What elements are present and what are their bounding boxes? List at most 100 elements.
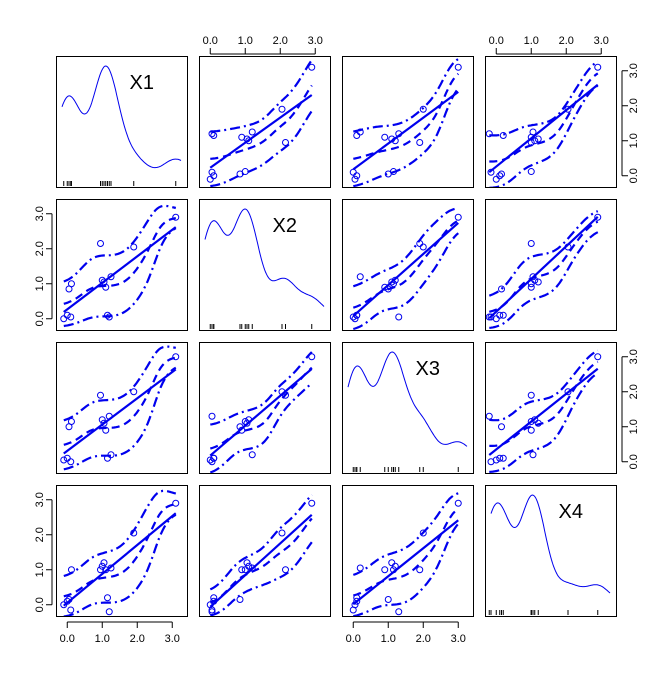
data-point	[100, 559, 108, 567]
panel-content	[485, 210, 602, 329]
data-point	[356, 128, 364, 136]
linear-fit-line	[63, 368, 177, 455]
data-point	[210, 172, 218, 180]
panel-frame	[199, 342, 331, 474]
data-point	[527, 418, 535, 425]
tick-label-right: 3.0	[628, 349, 640, 364]
tick-label-top: 1.0	[238, 35, 253, 47]
data-point	[419, 243, 427, 251]
data-point	[104, 594, 111, 602]
lower-band-line	[63, 227, 177, 328]
data-point	[130, 529, 138, 537]
data-point	[208, 608, 216, 616]
tick-label-top: 2.0	[273, 35, 288, 47]
data-point	[416, 566, 424, 574]
lower-band-line	[63, 366, 177, 471]
data-point	[349, 606, 357, 614]
panel-frame	[342, 56, 474, 188]
panel-frame	[56, 56, 188, 188]
data-point	[485, 130, 493, 138]
data-point	[105, 412, 113, 420]
smooth-fit-line	[353, 73, 460, 160]
panel-frame	[485, 199, 617, 331]
data-point	[534, 419, 542, 427]
panel-frame	[56, 199, 188, 331]
data-point	[60, 456, 68, 464]
tick-label-left: 2.0	[34, 241, 46, 256]
tick-label-right: 0.0	[628, 454, 640, 469]
panel-content	[204, 208, 325, 329]
smooth-fit-line	[489, 72, 599, 163]
lower-band-line	[489, 231, 599, 329]
panel-X3-X3: X3	[342, 342, 474, 474]
panel-X1-X4	[485, 56, 617, 188]
density-curve	[204, 208, 325, 307]
data-point	[356, 273, 364, 281]
data-point	[391, 276, 399, 284]
data-point	[67, 606, 75, 614]
variable-label: X1	[130, 72, 154, 94]
data-point	[67, 280, 75, 288]
data-point	[564, 105, 572, 113]
data-point	[349, 313, 357, 321]
lower-band-line	[209, 382, 313, 473]
density-curve	[61, 65, 182, 169]
smooth-fit-line	[209, 517, 313, 604]
linear-fit-line	[352, 222, 459, 317]
data-point	[527, 168, 535, 176]
data-point	[496, 172, 504, 180]
data-point	[388, 278, 396, 286]
tick-label-right: 0.0	[628, 168, 640, 183]
data-point	[499, 454, 507, 462]
data-point	[527, 426, 535, 434]
smooth-fit-line	[489, 360, 599, 447]
data-point	[419, 105, 427, 113]
data-point	[351, 315, 359, 323]
data-point	[498, 170, 505, 178]
panel-frame	[342, 342, 474, 474]
lower-band-line	[210, 541, 313, 616]
data-point	[98, 416, 106, 424]
panel-X1-X2	[199, 56, 331, 188]
tick-label-top: 2.0	[559, 35, 574, 47]
panel-X1-X1: X1	[56, 56, 188, 188]
data-point	[210, 132, 218, 139]
data-point	[496, 311, 504, 319]
tick-label-right: 1.0	[628, 419, 640, 434]
panel-X4-X1	[56, 485, 188, 617]
tick-label-top: 0.0	[489, 35, 504, 47]
data-point	[210, 454, 218, 462]
data-point	[390, 168, 397, 176]
variable-label: X3	[416, 358, 440, 380]
data-point	[496, 454, 504, 462]
data-point	[527, 139, 535, 146]
panel-content	[485, 60, 602, 187]
linear-fit-line	[63, 226, 177, 313]
panel-X4-X2	[199, 485, 331, 617]
tick-label-bottom: 1.0	[381, 633, 396, 645]
data-point	[381, 566, 389, 574]
data-point	[210, 594, 218, 602]
upper-band-line	[488, 210, 599, 297]
data-point	[384, 596, 392, 603]
panel-content	[61, 65, 182, 186]
data-point	[65, 596, 73, 603]
linear-fit-line	[488, 216, 599, 319]
panel-frame	[199, 485, 331, 617]
data-point	[308, 63, 316, 71]
data-point	[60, 315, 68, 323]
data-point	[248, 128, 256, 136]
data-point	[243, 419, 251, 427]
smooth-fit-line	[352, 219, 459, 309]
data-point	[527, 280, 535, 288]
data-point	[98, 276, 106, 284]
data-point	[527, 283, 535, 291]
data-point	[416, 139, 424, 146]
data-point	[381, 283, 389, 291]
lower-band-line	[489, 372, 599, 473]
data-point	[349, 168, 357, 176]
tick-label-bottom: 0.0	[60, 633, 75, 645]
data-point	[527, 240, 535, 247]
data-point	[527, 391, 535, 399]
